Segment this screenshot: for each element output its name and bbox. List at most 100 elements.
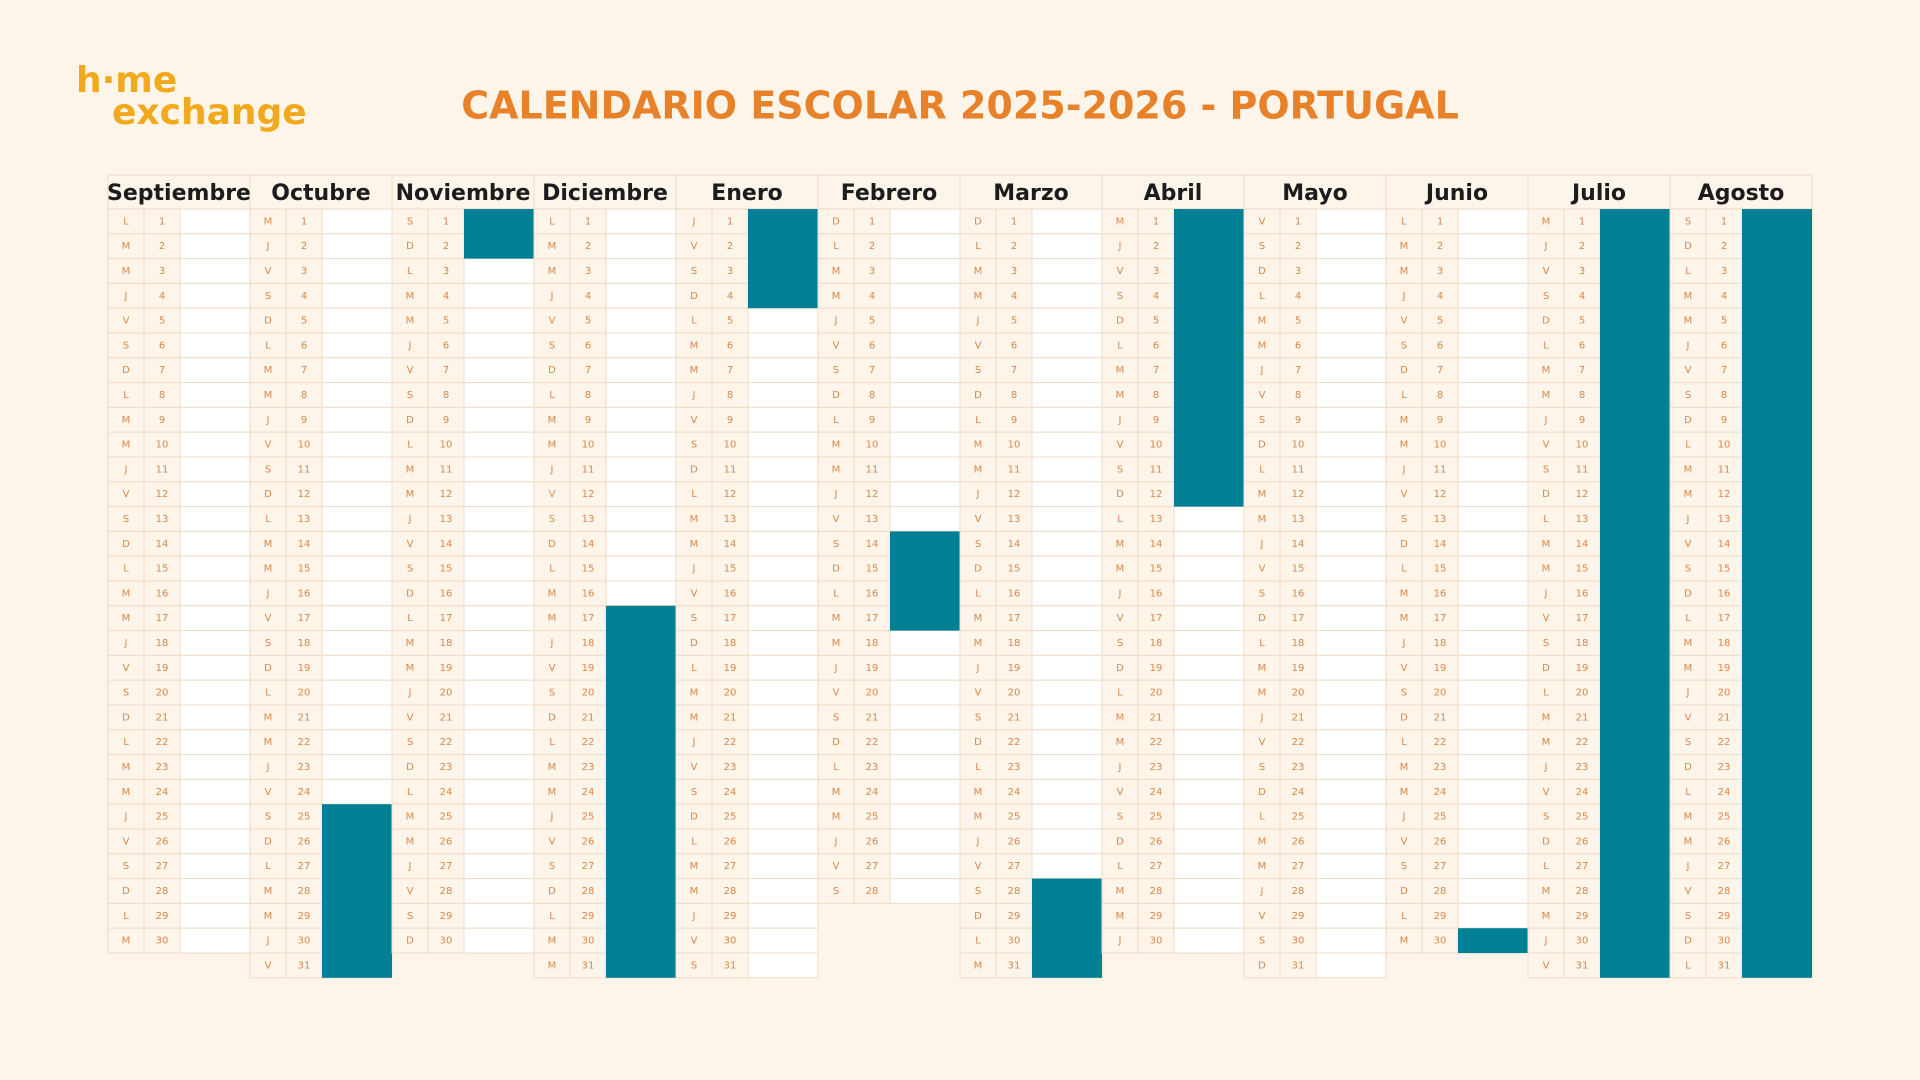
- weekday: J: [124, 638, 128, 649]
- day-number: 7: [1153, 365, 1159, 376]
- day-cell: [1563, 530, 1601, 557]
- day-number: 13: [1292, 514, 1305, 525]
- day-cell: [853, 382, 891, 408]
- weekday: V: [1401, 489, 1408, 500]
- day-cell: [427, 357, 465, 384]
- note-cell: [1457, 555, 1529, 582]
- day-number: 24: [156, 787, 169, 798]
- day-number: 5: [1437, 316, 1443, 327]
- day-number: 29: [1150, 911, 1163, 922]
- weekday: D: [406, 241, 414, 252]
- note-cell: [463, 878, 535, 904]
- day-number: 12: [1576, 489, 1589, 500]
- day-cell: [853, 233, 891, 260]
- note-cell: [605, 233, 677, 260]
- weekday-cell: [107, 580, 145, 607]
- day-number: 4: [1437, 291, 1443, 302]
- weekday: V: [1685, 886, 1692, 897]
- day-number: 29: [298, 911, 311, 922]
- weekday: L: [1685, 787, 1691, 798]
- weekday: S: [691, 613, 697, 624]
- weekday: S: [1543, 638, 1549, 649]
- weekday: V: [123, 489, 130, 500]
- day-number: 8: [301, 390, 307, 401]
- note-cell: [179, 679, 251, 706]
- day-number: 27: [582, 861, 595, 872]
- day-number: 16: [1008, 588, 1021, 599]
- note-cell: [747, 506, 819, 532]
- weekday-cell: [249, 927, 287, 954]
- day-number: 15: [866, 564, 879, 575]
- weekday-cell: [1527, 754, 1565, 780]
- day-cell: [995, 803, 1033, 830]
- note-cell: [1457, 406, 1529, 433]
- day-number: 7: [869, 365, 875, 376]
- day-number: 13: [1008, 514, 1021, 525]
- weekday: M: [1258, 861, 1267, 872]
- day-number: 22: [1292, 737, 1305, 748]
- weekday: M: [1116, 216, 1125, 227]
- weekday-cell: [533, 382, 571, 408]
- weekday: S: [833, 886, 839, 897]
- month-header: [249, 174, 393, 210]
- weekday-cell: [391, 654, 429, 681]
- day-number: 19: [1718, 663, 1731, 674]
- day-number: 20: [1292, 688, 1305, 699]
- day-cell: [1137, 679, 1175, 706]
- day-number: 23: [440, 762, 453, 773]
- note-cell: [463, 729, 535, 756]
- note-cell: [1457, 530, 1529, 557]
- weekday: S: [549, 514, 555, 525]
- weekday-cell: [391, 258, 429, 284]
- day-number: 12: [1434, 489, 1447, 500]
- day-number: 13: [582, 514, 595, 525]
- day-cell: [1705, 481, 1743, 508]
- weekday: V: [833, 514, 840, 525]
- weekday: M: [1400, 787, 1409, 798]
- weekday: V: [1685, 712, 1692, 723]
- day-number: 22: [156, 737, 169, 748]
- weekday: J: [1544, 762, 1548, 773]
- note-cell: [1315, 431, 1387, 458]
- day-cell: [1563, 456, 1601, 483]
- weekday: M: [1116, 539, 1125, 550]
- weekday-cell: [1385, 431, 1423, 458]
- weekday: J: [124, 464, 128, 475]
- weekday: L: [549, 216, 555, 227]
- note-cell: [1457, 332, 1529, 359]
- month-name: Febrero: [841, 181, 938, 206]
- note-cell: [463, 456, 535, 483]
- note-cell: [321, 456, 393, 483]
- note-cell: [1031, 332, 1103, 359]
- weekday-cell: [959, 580, 997, 607]
- weekday: V: [975, 861, 982, 872]
- weekday-cell: [107, 853, 145, 880]
- note-cell: [747, 952, 819, 979]
- weekday-cell: [817, 431, 855, 458]
- day-cell: [569, 530, 607, 557]
- day-number: 19: [1576, 663, 1589, 674]
- note-cell: [1315, 878, 1387, 904]
- day-cell: [711, 357, 749, 384]
- note-cell: [463, 332, 535, 359]
- note-cell: [747, 754, 819, 780]
- day-number: 10: [298, 440, 311, 451]
- weekday-cell: [675, 282, 713, 309]
- day-cell: [1137, 258, 1175, 284]
- note-cell: [1173, 803, 1245, 830]
- day-cell: [1279, 258, 1317, 284]
- weekday-cell: [1385, 630, 1423, 656]
- note-cell: [179, 431, 251, 458]
- weekday: J: [1260, 886, 1264, 897]
- day-number: 25: [298, 812, 311, 823]
- day-number: 28: [440, 886, 453, 897]
- day-number: 19: [724, 663, 737, 674]
- note-cell: [463, 481, 535, 508]
- weekday-cell: [1669, 704, 1707, 731]
- weekday-cell: [1527, 406, 1565, 433]
- weekday: D: [1258, 266, 1266, 277]
- day-number: 20: [440, 688, 453, 699]
- day-number: 4: [301, 291, 307, 302]
- day-cell: [1421, 555, 1459, 582]
- weekday: L: [1401, 390, 1407, 401]
